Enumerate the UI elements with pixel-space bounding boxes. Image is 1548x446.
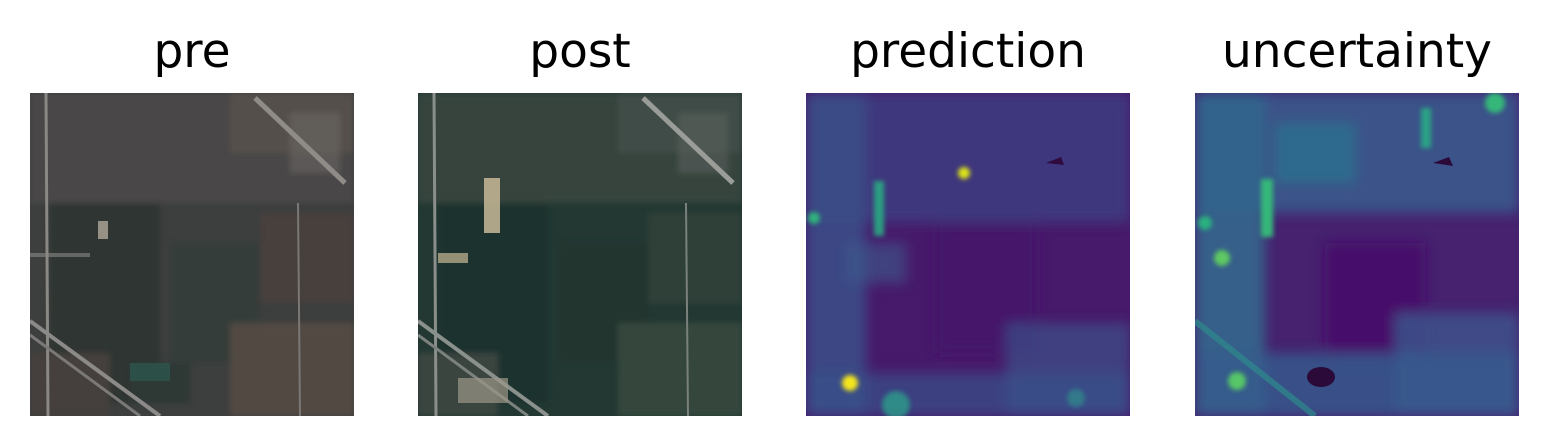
post-image xyxy=(418,93,742,416)
uncertainty-heatmap xyxy=(1195,93,1519,416)
pre-title: pre xyxy=(153,24,231,79)
prediction-heatmap xyxy=(806,93,1130,416)
prediction-title: prediction xyxy=(850,24,1086,79)
uncertainty-title: uncertainty xyxy=(1222,24,1492,79)
post-title: post xyxy=(529,24,631,79)
pre-image xyxy=(30,93,354,416)
